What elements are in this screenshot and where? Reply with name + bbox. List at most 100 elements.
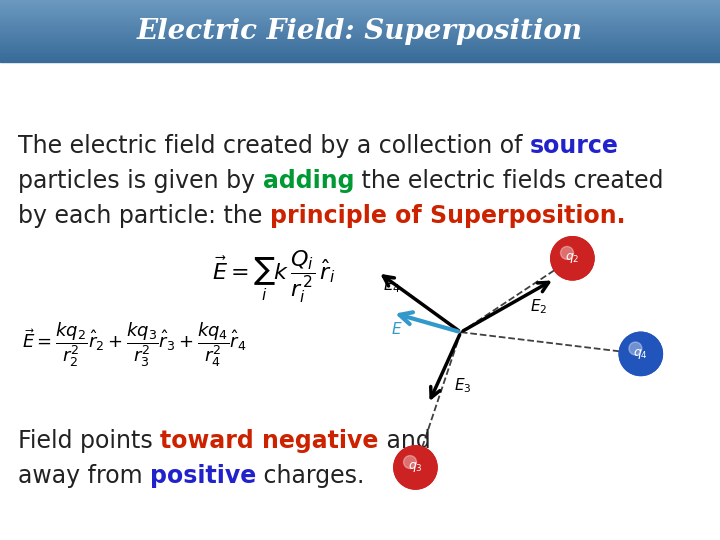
Ellipse shape [412,464,419,471]
Text: $E_2$: $E_2$ [531,297,548,315]
Bar [0,2,720,3]
Bar [0,31,720,32]
Bar [0,19,720,20]
Bar [0,48,720,49]
Bar [0,30,720,31]
Bar [0,26,720,27]
Bar [0,23,720,24]
Bar [0,25,720,26]
Bar [0,35,720,36]
Text: $\vec{E} = \dfrac{kq_2}{r_2^2}\hat{r}_2 + \dfrac{kq_3}{r_3^2}\hat{r}_3 + \dfrac{: $\vec{E} = \dfrac{kq_2}{r_2^2}\hat{r}_2 … [22,321,246,369]
Ellipse shape [554,240,590,276]
Text: $q_2$: $q_2$ [565,251,580,265]
Text: and: and [379,429,431,453]
Text: Electric Field: Superposition: Electric Field: Superposition [137,17,583,45]
Ellipse shape [401,453,430,482]
Text: charges.: charges. [256,464,365,488]
Bar [0,5,720,6]
Bar [0,17,720,18]
Bar [0,6,720,7]
Ellipse shape [408,460,423,475]
Bar [0,16,720,17]
Ellipse shape [403,456,417,469]
Bar [0,11,720,12]
Bar [0,58,720,59]
Bar [0,53,720,55]
Ellipse shape [560,246,574,259]
Bar [0,39,720,40]
Bar [0,10,720,11]
Text: $E$: $E$ [391,321,402,338]
Ellipse shape [565,251,580,266]
Bar [0,9,720,10]
Bar [0,43,720,44]
Ellipse shape [569,255,576,262]
Bar [0,56,720,57]
Bar [0,14,720,15]
Bar [0,22,720,23]
Bar [0,34,720,35]
Text: toward negative: toward negative [161,429,379,453]
Bar [0,40,720,41]
Ellipse shape [619,332,662,375]
Bar [0,1,720,2]
Bar [0,42,720,43]
Bar [0,0,720,1]
Text: $q_4$: $q_4$ [634,347,648,361]
Text: particles is given by: particles is given by [18,169,263,193]
Bar [0,32,720,33]
Ellipse shape [394,446,437,489]
Bar [0,52,720,53]
Bar [0,7,720,8]
Bar [0,46,720,48]
Ellipse shape [623,336,659,372]
Bar [0,41,720,42]
Text: principle of Superposition.: principle of Superposition. [270,204,626,228]
Ellipse shape [405,457,426,478]
Text: $q_3$: $q_3$ [408,461,423,475]
Bar [0,51,720,52]
Ellipse shape [637,350,644,357]
Ellipse shape [551,237,594,280]
Bar [0,8,720,9]
Ellipse shape [634,347,648,361]
Bar [0,37,720,38]
Text: source: source [530,134,619,158]
Bar [0,49,720,50]
Bar [0,50,720,51]
Bar [0,12,720,13]
Ellipse shape [629,342,642,355]
Bar [0,57,720,58]
Text: $\vec{E} = \sum_i k\,\dfrac{Q_i}{r_i^{\,2}}\,\hat{r}_i$: $\vec{E} = \sum_i k\,\dfrac{Q_i}{r_i^{\,… [212,249,336,305]
Text: The electric field created by a collection of: The electric field created by a collecti… [18,134,530,158]
Bar [0,59,720,60]
Bar [0,28,720,29]
Text: $E_3$: $E_3$ [454,376,471,395]
Ellipse shape [551,237,594,280]
Bar [0,45,720,46]
Text: by each particle: the: by each particle: the [18,204,270,228]
Text: the electric fields created: the electric fields created [354,169,664,193]
Ellipse shape [394,446,437,489]
Bar [0,29,720,30]
Ellipse shape [626,340,655,368]
Text: positive: positive [150,464,256,488]
Bar [0,36,720,37]
Bar [0,55,720,56]
Text: $E_4$: $E_4$ [382,276,400,295]
Bar [0,18,720,19]
Bar [0,44,720,45]
Bar [0,38,720,39]
Text: Field points: Field points [18,429,161,453]
Bar [0,21,720,22]
Bar [0,20,720,21]
Ellipse shape [397,449,433,485]
Text: adding: adding [263,169,354,193]
Bar [0,4,720,5]
Bar [0,13,720,14]
Ellipse shape [619,332,662,375]
Bar [0,33,720,34]
Bar [0,27,720,28]
Ellipse shape [562,247,583,269]
Bar [0,60,720,62]
